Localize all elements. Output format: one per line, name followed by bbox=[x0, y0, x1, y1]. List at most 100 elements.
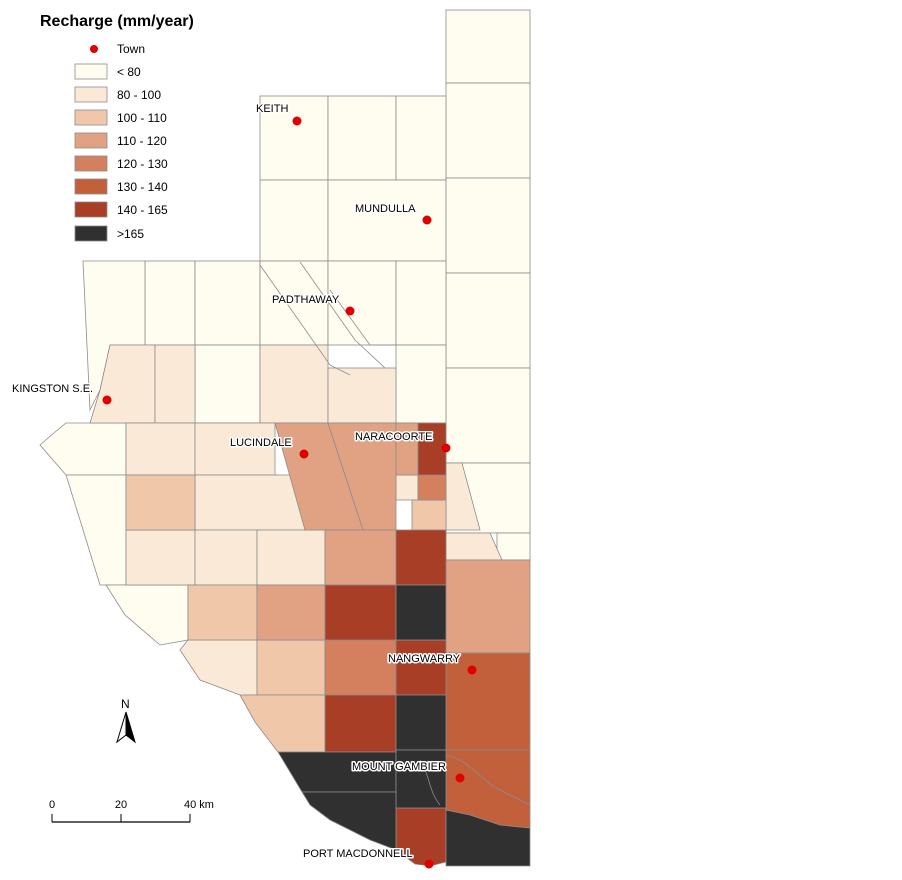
grid-cell bbox=[445, 9, 531, 84]
grid-cell bbox=[327, 95, 397, 181]
recharge-grid bbox=[39, 9, 531, 867]
town-dot bbox=[299, 449, 309, 459]
legend-label: >165 bbox=[117, 227, 144, 241]
legend: Recharge (mm/year) Town < 80 80 - 100 10… bbox=[40, 13, 194, 242]
town-label: MOUNT GAMBIER bbox=[352, 761, 446, 773]
grid-cell bbox=[395, 474, 419, 501]
north-arrow: N bbox=[116, 697, 136, 744]
grid-cell bbox=[395, 95, 447, 181]
grid-cell bbox=[324, 529, 397, 586]
grid-cell bbox=[259, 260, 329, 346]
grid-cell bbox=[395, 694, 447, 751]
legend-class-1: 80 - 100 bbox=[74, 86, 161, 103]
grid-cell bbox=[194, 529, 258, 586]
town-mount-gambier: MOUNT GAMBIER bbox=[351, 760, 465, 783]
legend-class-4: 120 - 130 bbox=[74, 155, 168, 172]
grid-cell bbox=[256, 639, 326, 696]
grid-cell bbox=[187, 584, 258, 641]
grid-cell bbox=[194, 260, 261, 346]
grid-cell bbox=[496, 532, 531, 561]
grid-cell bbox=[256, 584, 326, 641]
grid-cell bbox=[105, 584, 189, 646]
town-nangwarry: NANGWARRY bbox=[387, 652, 477, 675]
scale-tick-label: 40 km bbox=[184, 799, 214, 811]
grid-cell bbox=[256, 529, 326, 586]
town-naracoorte: NARACOORTE bbox=[354, 430, 451, 453]
legend-class-5: 130 - 140 bbox=[74, 178, 168, 195]
town-port-macdonnell: PORT MACDONNELL bbox=[302, 847, 434, 869]
grid-cell bbox=[259, 95, 329, 181]
grid-cell bbox=[324, 694, 397, 753]
town-dot bbox=[422, 215, 432, 225]
scale-bar: 0 20 40 km bbox=[49, 799, 214, 823]
legend-title: Recharge (mm/year) bbox=[40, 13, 194, 30]
town-keith: KEITH bbox=[255, 102, 302, 126]
grid-cell bbox=[445, 809, 531, 867]
north-arrow-right-half bbox=[125, 711, 136, 744]
town-dot bbox=[441, 443, 451, 453]
legend-class-2: 100 - 110 bbox=[74, 109, 167, 126]
legend-label: 130 - 140 bbox=[117, 180, 168, 194]
town-dot bbox=[345, 306, 355, 316]
grid-cell bbox=[39, 422, 127, 476]
town-dot bbox=[102, 395, 112, 405]
grid-cell bbox=[445, 532, 503, 561]
grid-cell bbox=[395, 584, 447, 641]
grid-cell bbox=[445, 177, 531, 274]
town-lucindale: LUCINDALE bbox=[229, 436, 309, 459]
legend-swatch bbox=[74, 201, 108, 218]
town-dot bbox=[455, 773, 465, 783]
legend-class-6: 140 - 165 bbox=[74, 201, 168, 218]
grid-cell bbox=[445, 82, 531, 179]
town-kingston-se: KINGSTON S.E. bbox=[11, 382, 112, 405]
legend-swatch bbox=[74, 178, 108, 195]
legend-swatch bbox=[74, 132, 108, 149]
north-arrow-left-half bbox=[116, 711, 127, 744]
grid-cell bbox=[327, 367, 397, 424]
grid-cell bbox=[417, 474, 447, 501]
grid-cell bbox=[125, 474, 196, 531]
town-mundulla: MUNDULLA bbox=[354, 202, 432, 225]
legend-label: 120 - 130 bbox=[117, 157, 168, 171]
grid-cell bbox=[125, 422, 196, 476]
grid-cell bbox=[445, 559, 531, 654]
grid-cell bbox=[395, 260, 447, 346]
town-dot bbox=[424, 859, 434, 869]
grid-cell bbox=[65, 474, 127, 586]
grid-cell bbox=[395, 529, 447, 586]
legend-label: < 80 bbox=[117, 65, 141, 79]
legend-label: 80 - 100 bbox=[117, 88, 161, 102]
grid-cell bbox=[445, 652, 531, 751]
grid-cell bbox=[259, 344, 329, 424]
grid-cell bbox=[154, 344, 196, 424]
town-label: MUNDULLA bbox=[355, 203, 416, 215]
town-label: KINGSTON S.E. bbox=[12, 383, 93, 395]
grid-cell bbox=[324, 584, 397, 641]
grid-cell bbox=[259, 179, 329, 262]
grid-cell bbox=[411, 499, 447, 531]
legend-swatch bbox=[74, 86, 108, 103]
grid-cell bbox=[194, 422, 276, 476]
town-padthaway: PADTHAWAY bbox=[271, 293, 355, 316]
grid-cell bbox=[239, 694, 326, 753]
town-label: NARACOORTE bbox=[355, 431, 432, 443]
grid-cell bbox=[445, 272, 531, 369]
town-label: LUCINDALE bbox=[230, 437, 292, 449]
legend-label: 140 - 165 bbox=[117, 203, 168, 217]
legend-class-0: < 80 bbox=[74, 63, 141, 80]
town-dot bbox=[292, 116, 302, 126]
town-label: NANGWARRY bbox=[388, 653, 461, 665]
towns-layer: KEITH MUNDULLA PADTHAWAY KINGSTON S.E. L… bbox=[11, 102, 477, 869]
legend-town-label: Town bbox=[117, 42, 145, 56]
grid-cell bbox=[395, 344, 447, 424]
grid-cell bbox=[144, 260, 196, 346]
grid-cell bbox=[125, 529, 196, 586]
grid-cell bbox=[194, 344, 261, 424]
town-label: PADTHAWAY bbox=[272, 294, 340, 306]
legend-swatch bbox=[74, 109, 108, 126]
scale-tick-label: 0 bbox=[49, 799, 55, 811]
legend-swatch bbox=[74, 155, 108, 172]
grid-cell bbox=[395, 749, 447, 809]
